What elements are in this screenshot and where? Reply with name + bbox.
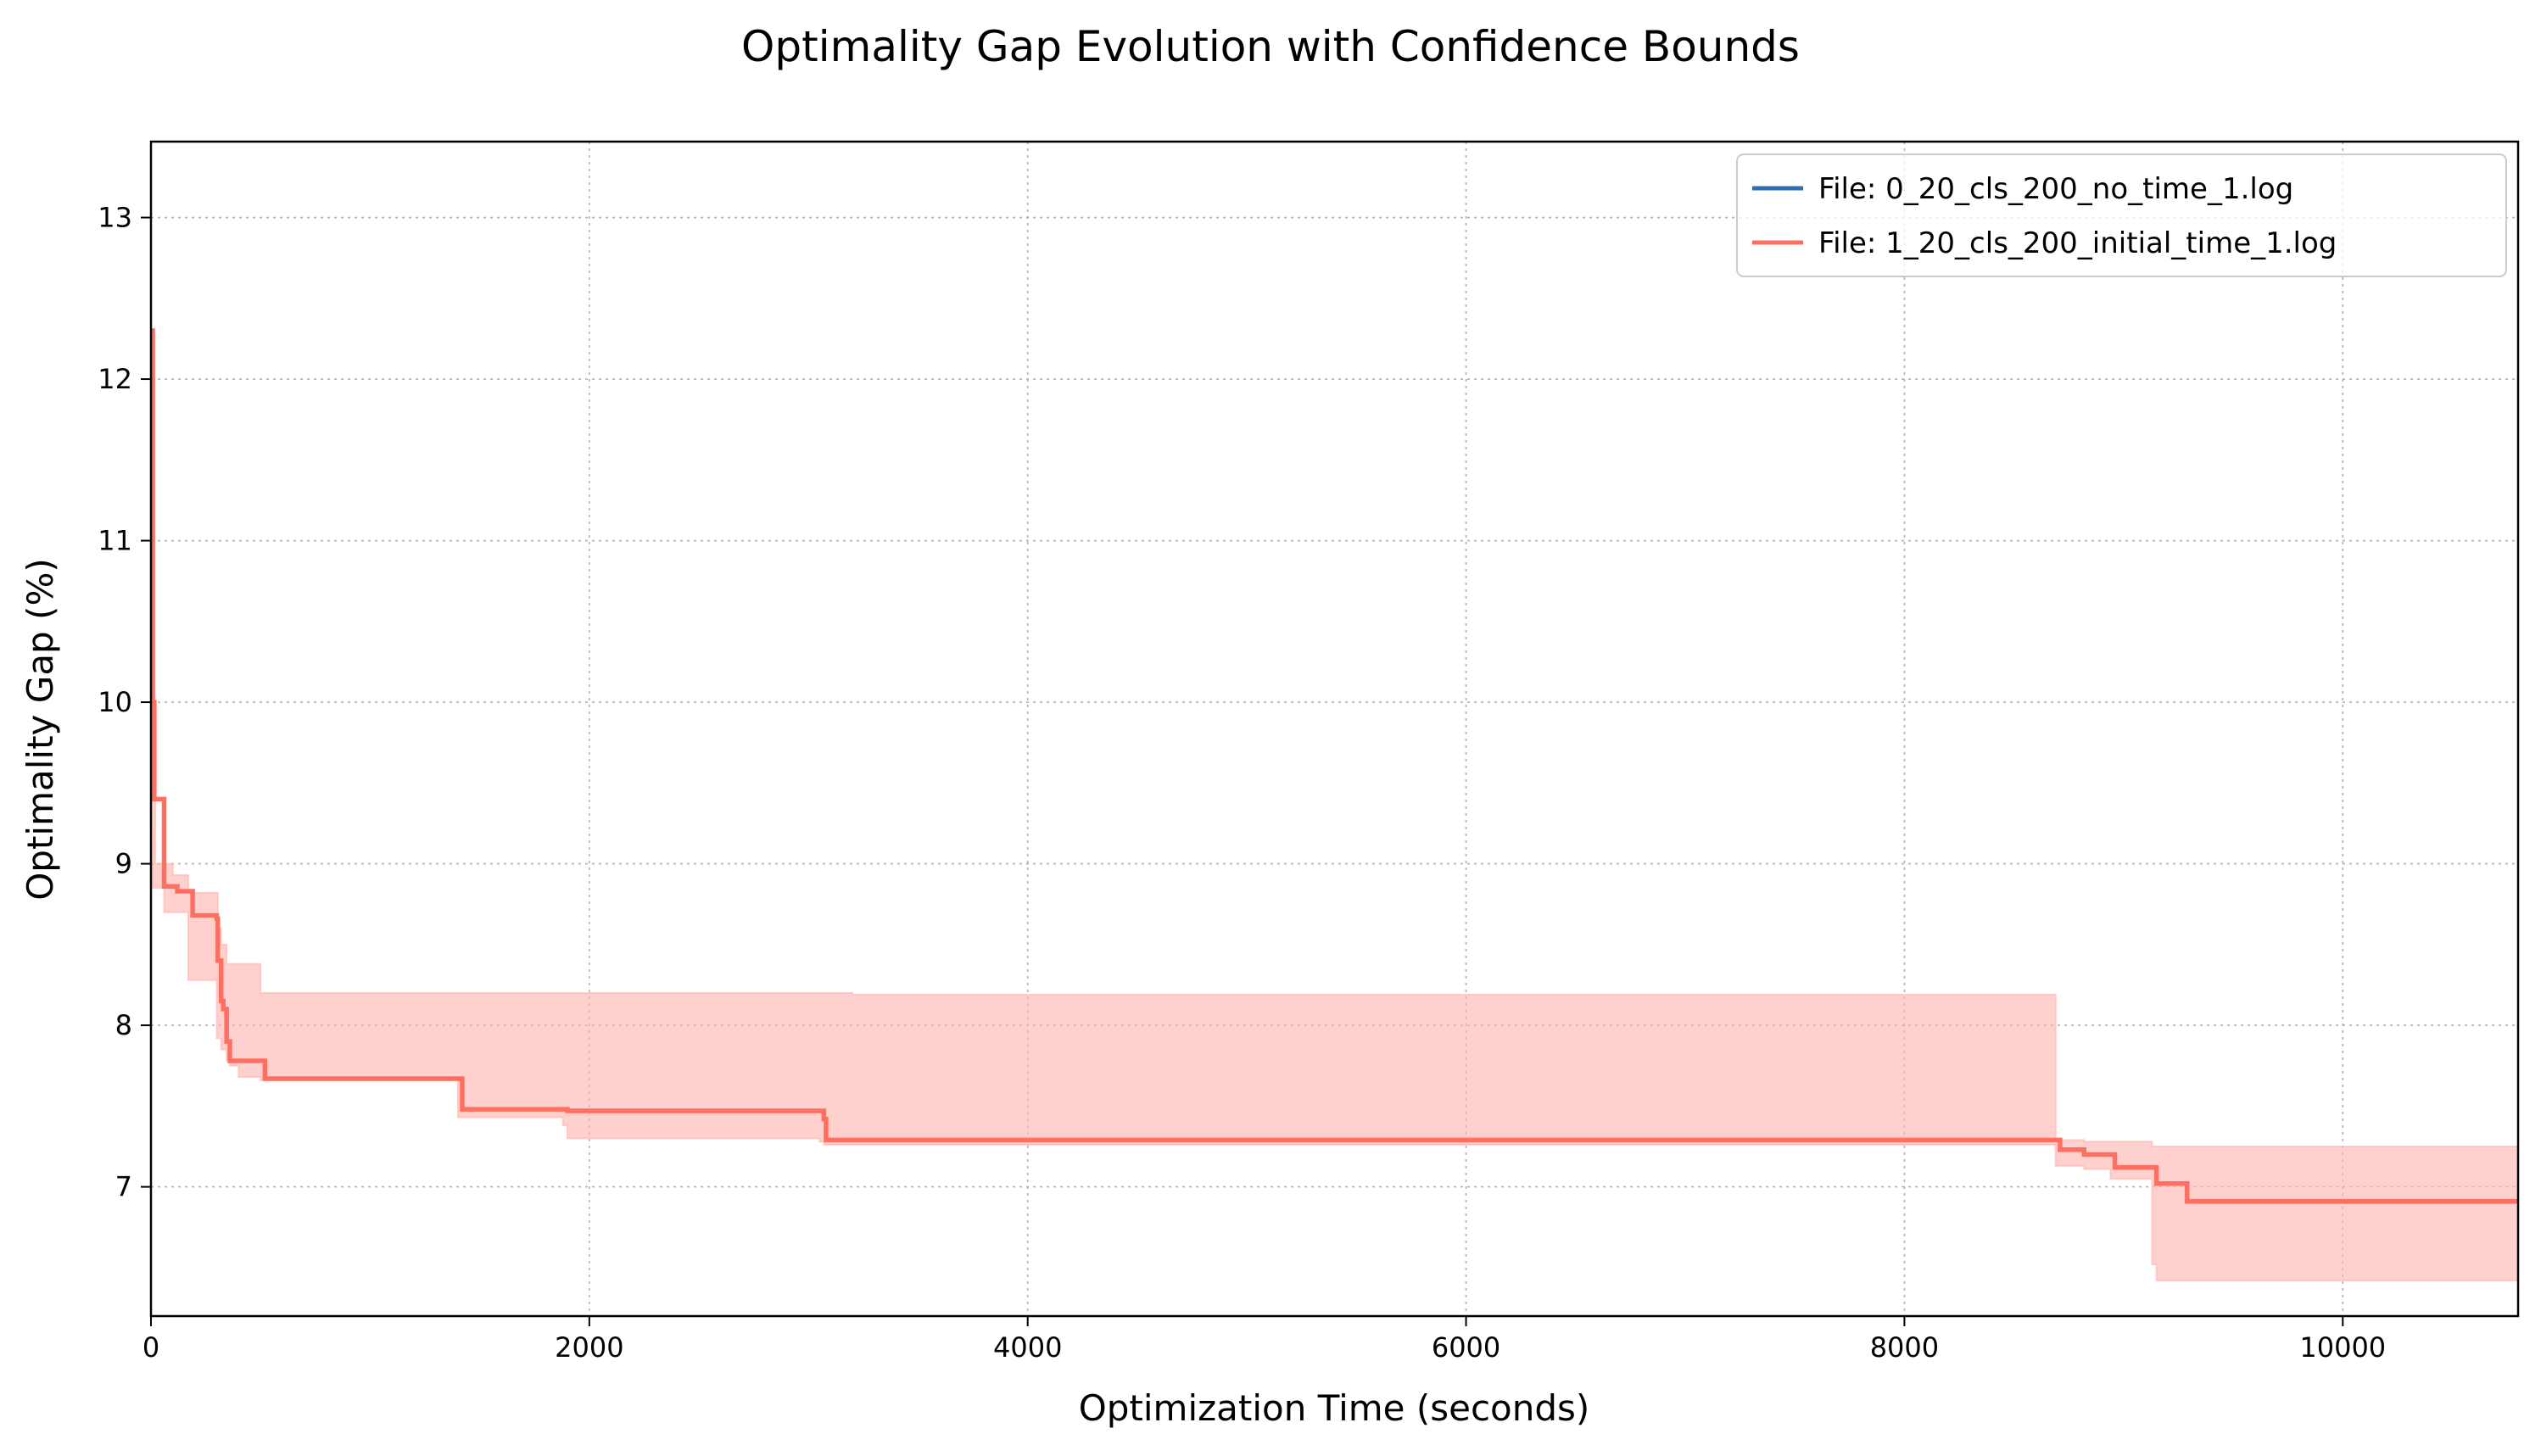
- y-tick-label: 7: [115, 1171, 132, 1203]
- y-tick-label: 12: [98, 363, 132, 395]
- x-tick-label: 4000: [993, 1331, 1062, 1364]
- y-tick-label: 13: [98, 202, 132, 234]
- x-axis-ticks: 0 2000 4000 6000 8000 10000: [142, 1316, 2386, 1364]
- legend-label-series-0: File: 0_20_cls_200_no_time_1.log: [1818, 172, 2293, 206]
- x-tick-label: 0: [142, 1331, 159, 1364]
- legend: File: 0_20_cls_200_no_time_1.log File: 1…: [1736, 153, 2507, 277]
- x-tick-label: 10000: [2299, 1331, 2386, 1364]
- series-line-1: [150, 328, 2518, 1204]
- y-tick-label: 11: [98, 525, 132, 557]
- y-axis-title: Optimality Gap (%): [20, 558, 61, 901]
- x-tick-label: 8000: [1870, 1331, 1939, 1364]
- y-tick-label: 8: [115, 1009, 132, 1041]
- y-tick-label: 10: [98, 686, 132, 718]
- x-tick-label: 2000: [555, 1331, 623, 1364]
- y-tick-label: 9: [115, 848, 132, 880]
- y-axis-ticks: 7 8 9 10 11 12 13: [98, 202, 151, 1203]
- series-line-layer: [150, 328, 2518, 1204]
- x-axis-title: Optimization Time (seconds): [1079, 1387, 1590, 1429]
- chart-title: Optimality Gap Evolution with Confidence…: [741, 22, 1800, 71]
- plot-area-frame: [149, 140, 2520, 1318]
- legend-box: [1736, 153, 2507, 277]
- x-tick-label: 6000: [1432, 1331, 1500, 1364]
- legend-label-series-1: File: 1_20_cls_200_initial_time_1.log: [1818, 226, 2337, 260]
